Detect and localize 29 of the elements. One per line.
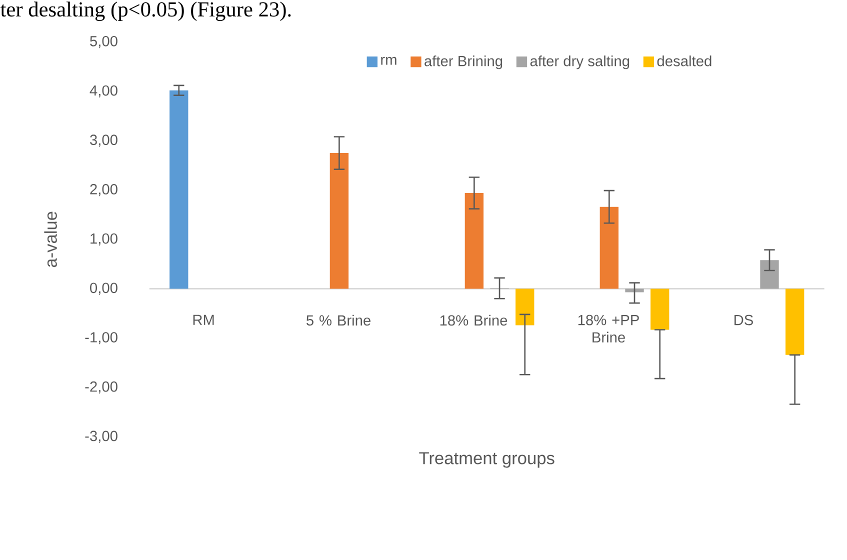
bar: [650, 288, 670, 330]
legend-label: after dry salting: [530, 55, 630, 70]
y-tick-label: 2,00: [90, 184, 118, 196]
bar: [330, 152, 349, 289]
bar: [760, 260, 779, 289]
legend-label: rm: [381, 56, 396, 65]
y-tick-label: 0,00: [90, 282, 118, 295]
y-tick-label: -3,00: [85, 430, 118, 443]
y-tick-label: -1,00: [85, 332, 118, 344]
legend-label: desalted: [657, 55, 712, 66]
x-tick-label: RM: [193, 314, 214, 325]
x-tick-label: 5 % Brine: [306, 314, 370, 326]
y-tick-label: 1,00: [90, 233, 118, 246]
x-tick-label: 18% Brine: [440, 314, 508, 326]
x-axis-title: Treatment groups: [419, 452, 554, 468]
legend-label: after Brining: [424, 55, 502, 70]
bar: [786, 288, 804, 355]
y-tick-label: 3,00: [90, 134, 118, 147]
x-tick-label: DS: [734, 314, 753, 326]
y-tick-label: 5,00: [90, 36, 118, 48]
bar: [516, 288, 534, 326]
text: ter desalting (p<0.05) (Figure 23).: [0, 1, 291, 21]
x-tick-label: 18% +PP Brine: [578, 314, 639, 342]
bar: [464, 192, 484, 289]
bar: [600, 206, 619, 289]
y-tick-label: 4,00: [90, 85, 118, 98]
y-tick-label: -2,00: [85, 381, 118, 394]
bar: [170, 90, 188, 289]
y-axis-title: a-value: [44, 212, 57, 268]
